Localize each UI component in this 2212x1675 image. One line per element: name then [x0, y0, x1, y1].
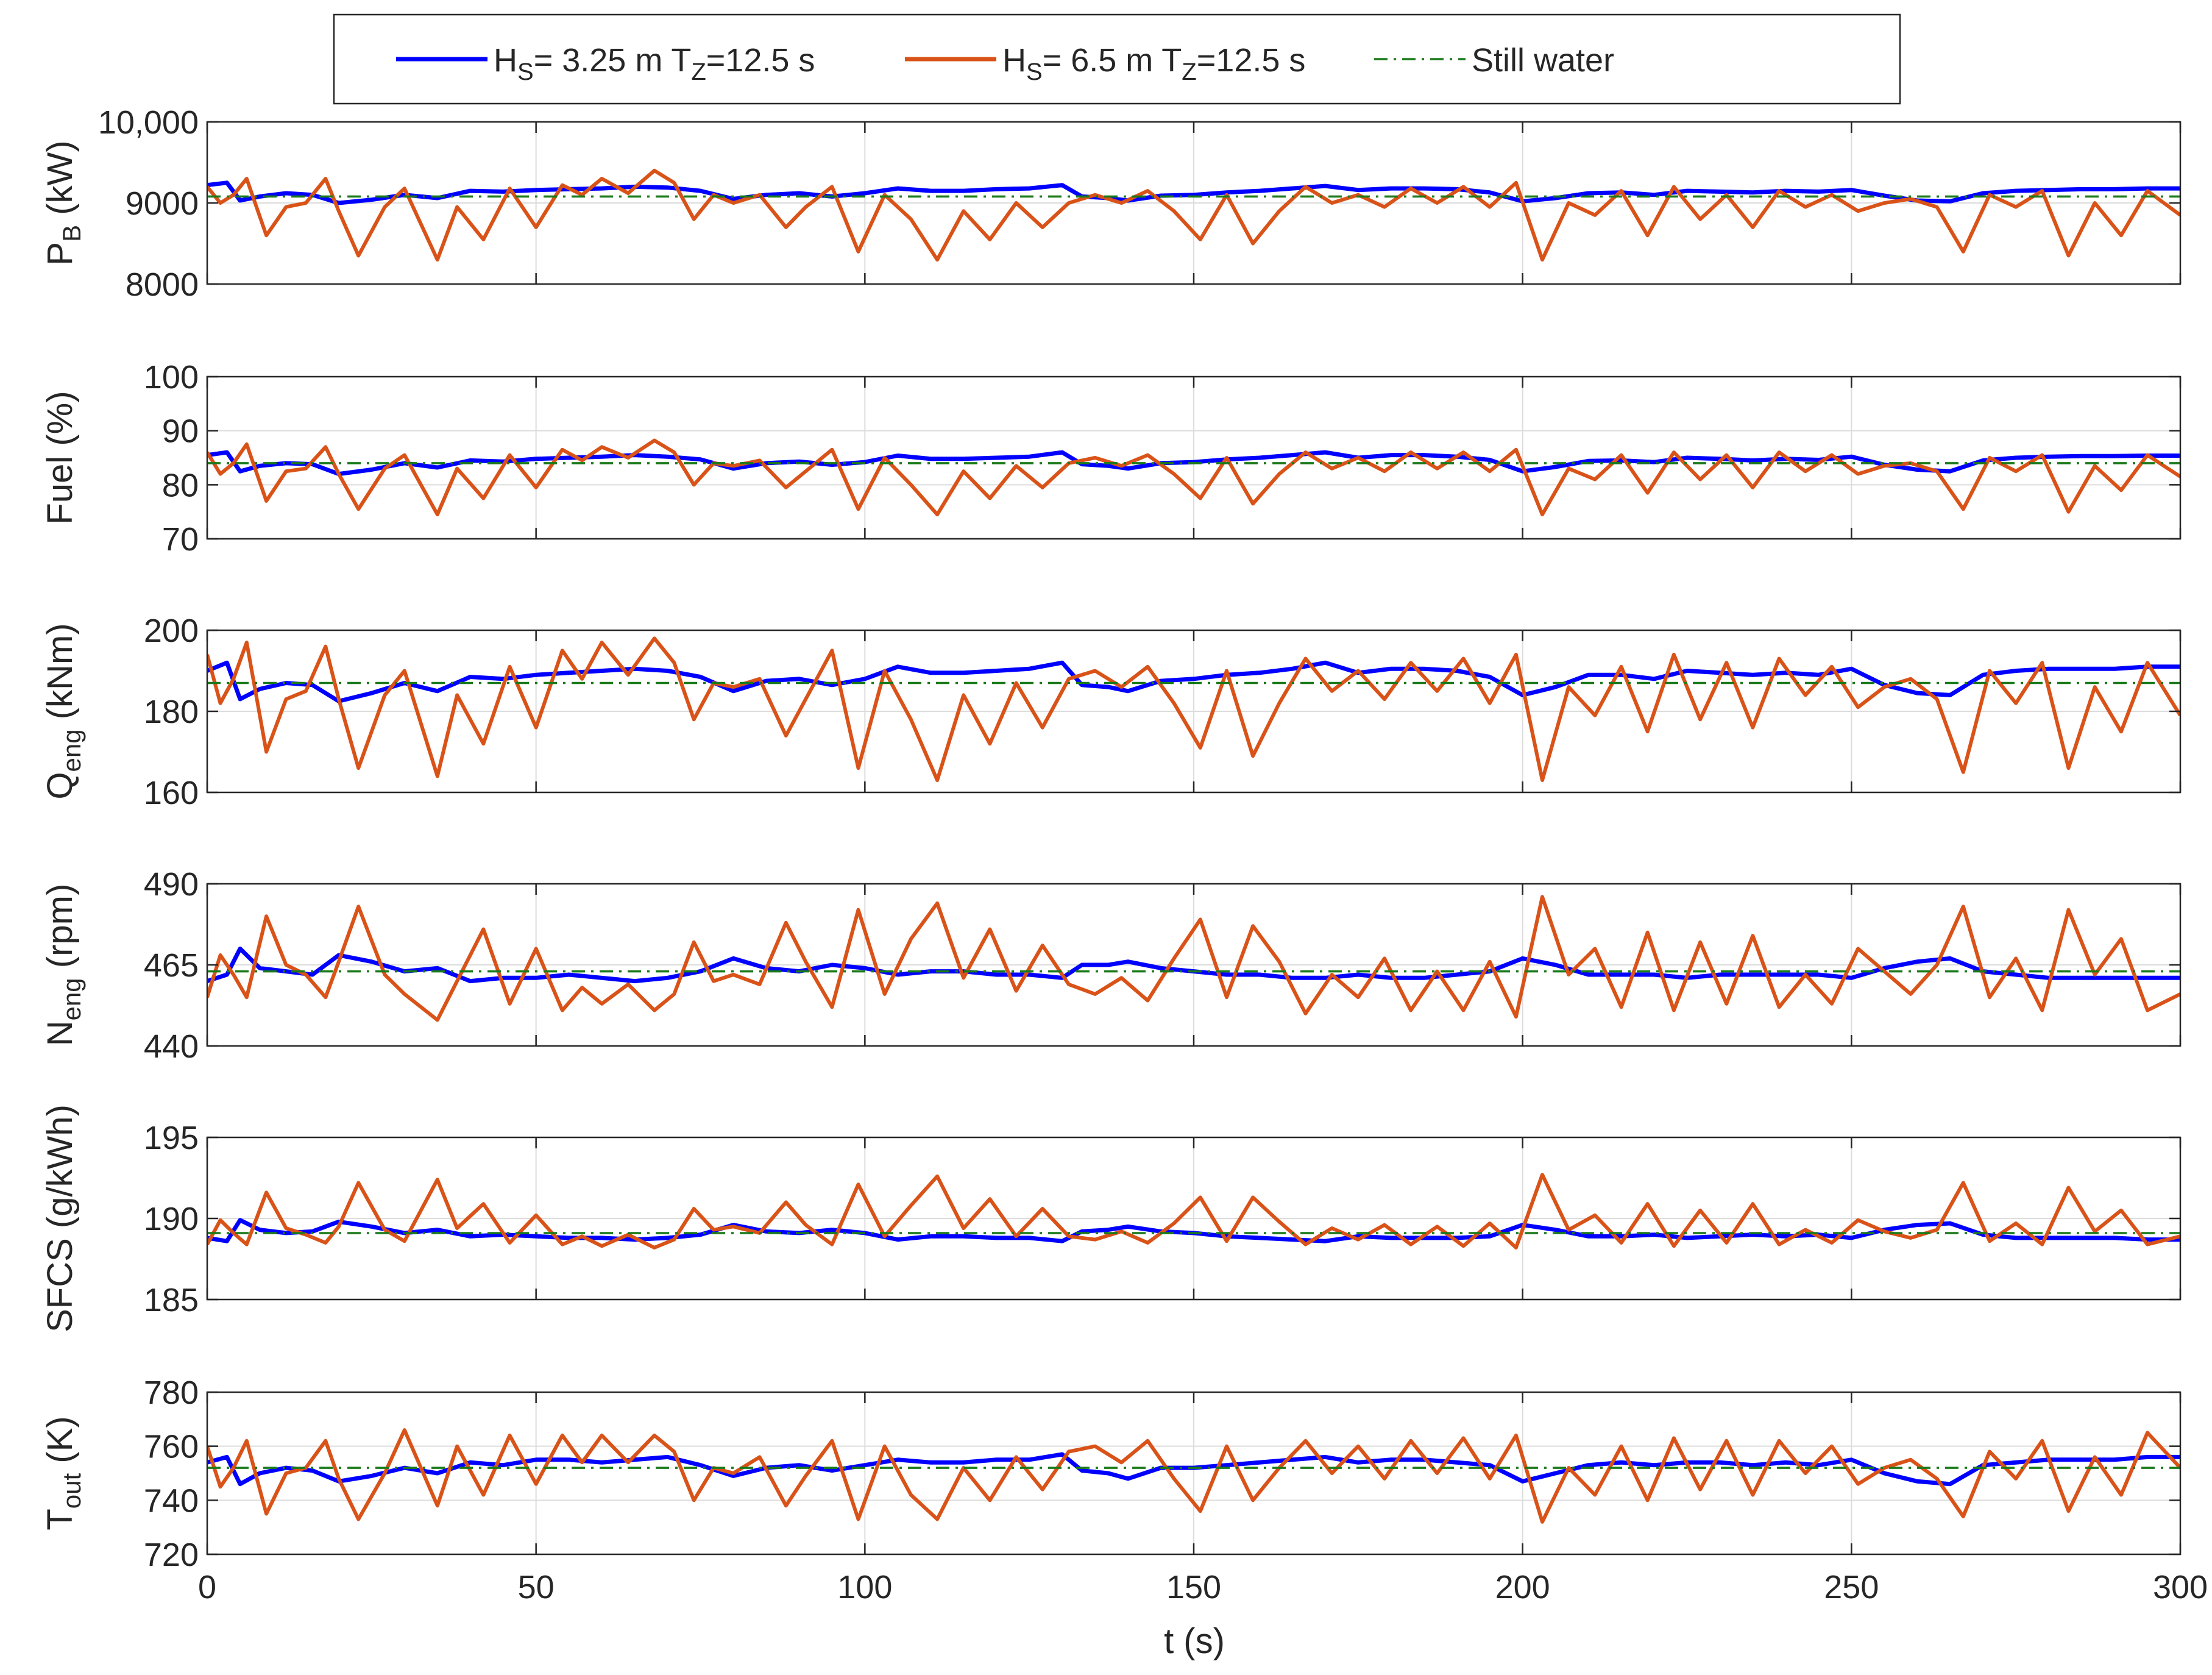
y-axis-label-text: (kNm) [40, 623, 80, 729]
y-tick-label: 200 [144, 613, 199, 649]
series-line-s2 [207, 1173, 2180, 1250]
x-tick-label: 250 [1824, 1569, 1879, 1606]
y-tick-label: 465 [144, 947, 199, 984]
panel-5: 720 740 760 780 Tout​ (K) [40, 1374, 2182, 1573]
y-tick-label: 740 [144, 1482, 199, 1519]
y-axis-label-text: N [40, 1020, 80, 1046]
y-tick-label: 100 [144, 359, 199, 396]
y-tick-label: 780 [144, 1374, 199, 1411]
x-tick-label: 100 [837, 1569, 892, 1606]
y-tick-label: 10,000 [98, 104, 199, 141]
legend-label-s3: Still water [1472, 42, 1614, 79]
legend-text: =12.5 s [1197, 42, 1306, 79]
y-tick-label: 70 [162, 521, 199, 558]
y-axis-label-text: (K) [40, 1416, 80, 1473]
legend-text: = 3.25 m T [534, 42, 692, 79]
panel-3: 440 465 490 Neng​ (rpm) [40, 866, 2182, 1065]
series-line-s1 [207, 1452, 2180, 1487]
y-tick-label: 8000 [126, 266, 199, 303]
legend-text: =12.5 s [706, 42, 815, 79]
series-line-s2 [207, 1428, 2180, 1524]
y-axis-label: Neng​ (rpm) [40, 884, 86, 1047]
y-tick-label: 440 [144, 1028, 199, 1065]
y-axis-label: Tout​ (K) [40, 1416, 86, 1530]
y-axis-label-text: (kW) [40, 140, 80, 225]
series-line-s1 [207, 1218, 2180, 1243]
series-line-s2 [207, 168, 2180, 262]
legend-subscript: Z [691, 59, 706, 85]
y-axis-label-text: (rpm) [40, 884, 80, 978]
y-tick-label: 185 [144, 1282, 199, 1318]
y-axis-label: Fuel (%) [40, 391, 80, 524]
y-tick-label: 90 [162, 413, 199, 450]
y-axis-label-text: Q [40, 772, 80, 799]
y-axis-label-text: T [40, 1509, 80, 1530]
series-line-s1 [207, 946, 2180, 984]
y-tick-label: 9000 [126, 185, 199, 222]
y-axis-label: Qeng​ (kNm) [40, 623, 86, 799]
y-axis-label-text: SFCS (g/kWh) [40, 1104, 80, 1332]
series-line-s1 [207, 180, 2180, 205]
x-tick-label: 200 [1495, 1569, 1550, 1606]
panel-0: 8000 9000 10,000 PB​ (kW) [40, 104, 2182, 303]
x-tick-label: 300 [2153, 1569, 2208, 1606]
series-line-s2 [207, 636, 2180, 782]
y-axis-label: SFCS (g/kWh) [40, 1104, 80, 1332]
y-tick-label: 80 [162, 467, 199, 503]
series-line-s2 [207, 895, 2180, 1022]
panel-4: 185 190 195 SFCS (g/kWh) [40, 1104, 2182, 1332]
legend-subscript: S [517, 59, 534, 85]
legend-text: H [494, 42, 517, 79]
legend-text: H [1002, 42, 1026, 79]
legend-box [333, 13, 1901, 105]
y-axis-label-subscript: out [57, 1473, 86, 1509]
legend-text: Still water [1472, 42, 1614, 79]
panel-1: 70 80 90 100 Fuel (%) [40, 359, 2182, 558]
series-line-s2 [207, 438, 2180, 517]
y-tick-label: 760 [144, 1429, 199, 1465]
x-tick-label: 50 [518, 1569, 555, 1606]
y-axis-label-subscript: eng [57, 978, 86, 1020]
legend-subscript: Z [1182, 59, 1196, 85]
y-axis-label-subscript: B [57, 225, 86, 242]
y-axis-label-text: Fuel (%) [40, 391, 80, 524]
legend: HS​= 3.25 m TZ​=12.5 s HS​= 6.5 m TZ​=12.… [333, 13, 1901, 105]
x-tick-label: 150 [1166, 1569, 1221, 1606]
legend-label-s2: HS​= 6.5 m TZ​=12.5 s [1002, 42, 1305, 85]
y-axis-label-text: P [40, 242, 80, 266]
legend-label-s1: HS​= 3.25 m TZ​=12.5 s [494, 42, 815, 85]
chart-panels: 8000 9000 10,000 PB​ (kW) 70 80 90 100 Fuel (%) 1… [40, 104, 2208, 1606]
y-axis-label-subscript: eng [57, 729, 86, 772]
legend-text: = 6.5 m T [1043, 42, 1182, 79]
y-axis-label: PB​ (kW) [40, 140, 86, 265]
y-tick-label: 180 [144, 694, 199, 730]
y-tick-label: 160 [144, 775, 199, 811]
panel-2: 160 180 200 Qeng​ (kNm) [40, 613, 2182, 811]
legend-subscript: S [1026, 59, 1043, 85]
y-tick-label: 720 [144, 1537, 199, 1573]
y-tick-label: 490 [144, 866, 199, 903]
y-tick-label: 195 [144, 1120, 199, 1156]
y-tick-label: 190 [144, 1201, 199, 1237]
x-axis-label: t (s) [1164, 1621, 1225, 1661]
x-tick-label: 0 [198, 1569, 216, 1606]
